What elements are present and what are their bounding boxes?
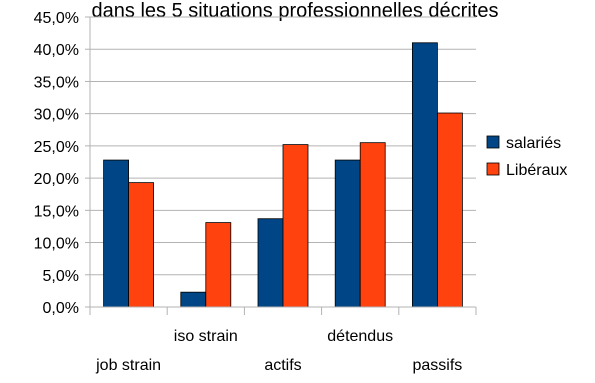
bar <box>205 222 232 308</box>
legend-swatch <box>486 135 500 149</box>
y-tick-labels: 0,0% 5,0% 10,0% 15,0% 20,0% 25,0% 30,0% 35,0% 40… <box>34 10 79 317</box>
y-tick-label: 25,0% <box>34 139 79 156</box>
x-category-label: job strain <box>95 357 161 374</box>
bar <box>334 159 361 308</box>
x-category-label: détendus <box>327 328 393 345</box>
bar <box>359 142 386 308</box>
legend-label: salariés <box>506 135 561 152</box>
y-tick-label: 5,0% <box>43 268 79 285</box>
chart-title: dans les 5 situations professionnelles d… <box>92 0 499 22</box>
bar <box>257 218 284 308</box>
x-category-label: passifs <box>413 357 463 374</box>
y-tick-label: 15,0% <box>34 203 79 220</box>
bar <box>128 182 155 308</box>
x-tick-labels: job strain iso strain actifs détendus passif… <box>95 328 462 374</box>
bar <box>436 112 463 308</box>
y-tick-label: 30,0% <box>34 107 79 124</box>
bar <box>180 291 207 308</box>
y-tick-label: 20,0% <box>34 171 79 188</box>
x-category-label: actifs <box>264 357 301 374</box>
y-tick-label: 35,0% <box>34 74 79 91</box>
y-tick-label: 45,0% <box>34 10 79 27</box>
legend-swatch <box>486 162 500 176</box>
y-tick-label: 10,0% <box>34 236 79 253</box>
legend: salariés Libéraux <box>486 135 567 179</box>
axes <box>85 16 477 315</box>
y-tick-label: 40,0% <box>34 42 79 59</box>
bar <box>282 144 309 308</box>
legend-label: Libéraux <box>506 162 567 179</box>
x-category-label: iso strain <box>174 328 238 345</box>
y-tick-label: 0,0% <box>43 300 79 317</box>
bar <box>103 159 129 308</box>
bar <box>411 42 438 308</box>
bars <box>103 42 463 308</box>
